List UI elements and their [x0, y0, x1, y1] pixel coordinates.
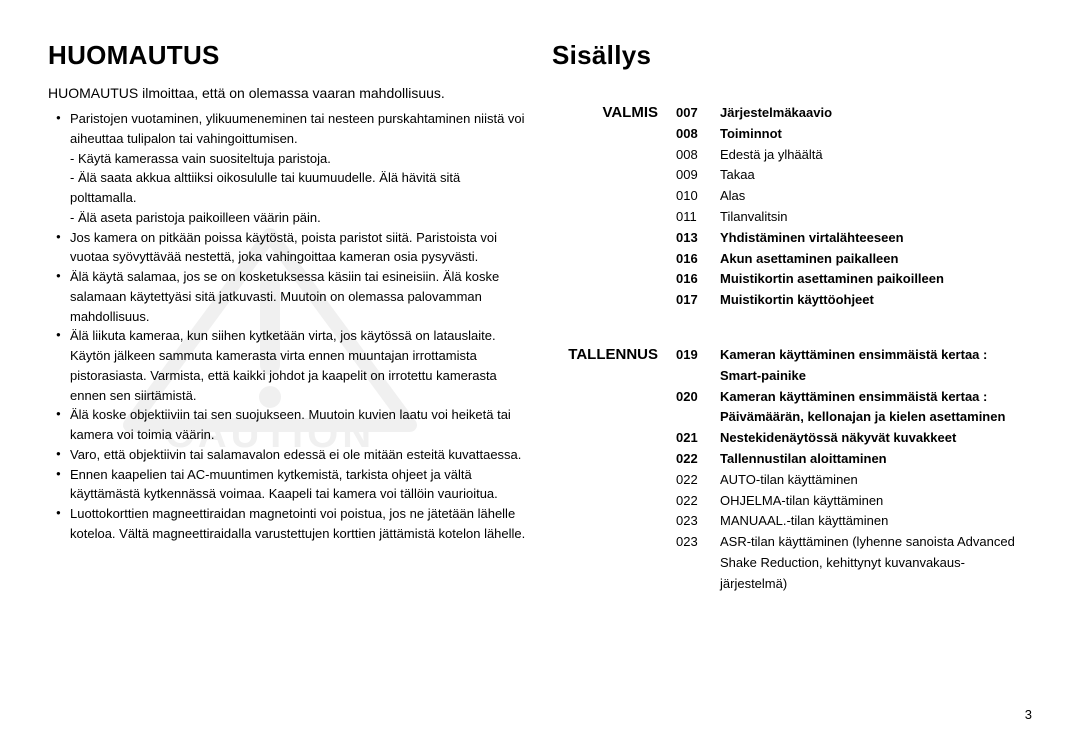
toc-page-number: 016	[676, 269, 720, 290]
toc-title: Yhdistäminen virtalähteeseen	[720, 228, 1032, 249]
table-of-contents: VALMIS007Järjestelmäkaavio008Toiminnot00…	[552, 103, 1032, 595]
toc-row: 013Yhdistäminen virtalähteeseen	[676, 228, 1032, 249]
caution-item: Jos kamera on pitkään poissa käytöstä, p…	[48, 228, 528, 268]
toc-page-number: 020	[676, 387, 720, 429]
caution-item-sub: - Älä saata akkua alttiiksi oikosululle …	[70, 168, 528, 208]
toc-items: 007Järjestelmäkaavio008Toiminnot008Edest…	[676, 103, 1032, 311]
toc-page-number: 011	[676, 207, 720, 228]
caution-item-text: Paristojen vuotaminen, ylikuumeneminen t…	[70, 111, 525, 146]
toc-row: 022AUTO-tilan käyttäminen	[676, 470, 1032, 491]
toc-title: Kameran käyttäminen ensimmäistä kertaa :…	[720, 387, 1032, 429]
toc-page-number: 017	[676, 290, 720, 311]
toc-title: ASR-tilan käyttäminen (lyhenne sanoista …	[720, 532, 1032, 594]
toc-title: Takaa	[720, 165, 1032, 186]
toc-page-number: 008	[676, 145, 720, 166]
toc-title: Edestä ja ylhäältä	[720, 145, 1032, 166]
toc-row: 020Kameran käyttäminen ensimmäistä kerta…	[676, 387, 1032, 429]
caution-item: Luottokorttien magneettiraidan magnetoin…	[48, 504, 528, 544]
toc-items: 019Kameran käyttäminen ensimmäistä kerta…	[676, 345, 1032, 595]
toc-title: Toiminnot	[720, 124, 1032, 145]
toc-title: Kameran käyttäminen ensimmäistä kertaa :…	[720, 345, 1032, 387]
toc-row: 017Muistikortin käyttöohjeet	[676, 290, 1032, 311]
caution-list: Paristojen vuotaminen, ylikuumeneminen t…	[48, 109, 528, 544]
toc-row: 023ASR-tilan käyttäminen (lyhenne sanois…	[676, 532, 1032, 594]
toc-row: 023MANUAAL.-tilan käyttäminen	[676, 511, 1032, 532]
caution-item-text: Varo, että objektiivin tai salamavalon e…	[70, 447, 521, 462]
caution-item: Älä liikuta kameraa, kun siihen kytketää…	[48, 326, 528, 405]
caution-item-sub: - Älä aseta paristoja paikoilleen väärin…	[70, 208, 528, 228]
toc-page-number: 022	[676, 491, 720, 512]
caution-item: Paristojen vuotaminen, ylikuumeneminen t…	[48, 109, 528, 228]
toc-page-number: 010	[676, 186, 720, 207]
toc-page-number: 022	[676, 449, 720, 470]
toc-page-number: 009	[676, 165, 720, 186]
toc-section: TALLENNUS019Kameran käyttäminen ensimmäi…	[552, 345, 1032, 595]
toc-title: Tilanvalitsin	[720, 207, 1032, 228]
toc-page-number: 022	[676, 470, 720, 491]
toc-page-number: 016	[676, 249, 720, 270]
toc-page-number: 023	[676, 532, 720, 594]
toc-row: 009Takaa	[676, 165, 1032, 186]
caution-item-text: Älä koske objektiiviin tai sen suojuksee…	[70, 407, 511, 442]
two-column-layout: HUOMAUTUS HUOMAUTUS ilmoittaa, että on o…	[48, 40, 1032, 595]
toc-section-label: TALLENNUS	[552, 345, 676, 595]
toc-title: Akun asettaminen paikalleen	[720, 249, 1032, 270]
toc-section: VALMIS007Järjestelmäkaavio008Toiminnot00…	[552, 103, 1032, 311]
toc-row: 011Tilanvalitsin	[676, 207, 1032, 228]
caution-item-text: Jos kamera on pitkään poissa käytöstä, p…	[70, 230, 497, 265]
caution-item-text: Älä liikuta kameraa, kun siihen kytketää…	[70, 328, 497, 402]
left-column: HUOMAUTUS HUOMAUTUS ilmoittaa, että on o…	[48, 40, 528, 595]
toc-row: 008Edestä ja ylhäältä	[676, 145, 1032, 166]
caution-item-text: Luottokorttien magneettiraidan magnetoin…	[70, 506, 525, 541]
toc-title: Järjestelmäkaavio	[720, 103, 1032, 124]
caution-item-sub: - Käytä kamerassa vain suositeltuja pari…	[70, 149, 528, 169]
toc-row: 008Toiminnot	[676, 124, 1032, 145]
toc-page-number: 021	[676, 428, 720, 449]
right-column: Sisällys VALMIS007Järjestelmäkaavio008To…	[552, 40, 1032, 595]
toc-title: OHJELMA-tilan käyttäminen	[720, 491, 1032, 512]
caution-item: Varo, että objektiivin tai salamavalon e…	[48, 445, 528, 465]
toc-row: 022Tallennustilan aloittaminen	[676, 449, 1032, 470]
toc-row: 016Muistikortin asettaminen paikoilleen	[676, 269, 1032, 290]
caution-item: Älä koske objektiiviin tai sen suojuksee…	[48, 405, 528, 445]
toc-title: Tallennustilan aloittaminen	[720, 449, 1032, 470]
toc-title: Muistikortin asettaminen paikoilleen	[720, 269, 1032, 290]
caution-item: Älä käytä salamaa, jos se on kosketukses…	[48, 267, 528, 326]
toc-title: AUTO-tilan käyttäminen	[720, 470, 1032, 491]
toc-row: 007Järjestelmäkaavio	[676, 103, 1032, 124]
toc-title: MANUAAL.-tilan käyttäminen	[720, 511, 1032, 532]
page-number: 3	[1025, 707, 1032, 722]
toc-title: Muistikortin käyttöohjeet	[720, 290, 1032, 311]
toc-page-number: 023	[676, 511, 720, 532]
caution-item-text: Älä käytä salamaa, jos se on kosketukses…	[70, 269, 499, 324]
toc-row: 019Kameran käyttäminen ensimmäistä kerta…	[676, 345, 1032, 387]
manual-page: CAUTION HUOMAUTUS HUOMAUTUS ilmoittaa, e…	[0, 0, 1080, 746]
toc-row: 021Nestekidenäytössä näkyvät kuvakkeet	[676, 428, 1032, 449]
toc-page-number: 013	[676, 228, 720, 249]
caution-item-text: Ennen kaapelien tai AC-muuntimen kytkemi…	[70, 467, 498, 502]
caution-item: Ennen kaapelien tai AC-muuntimen kytkemi…	[48, 465, 528, 505]
toc-page-number: 019	[676, 345, 720, 387]
toc-page-number: 007	[676, 103, 720, 124]
toc-title: Alas	[720, 186, 1032, 207]
toc-page-number: 008	[676, 124, 720, 145]
toc-row: 010Alas	[676, 186, 1032, 207]
toc-row: 022OHJELMA-tilan käyttäminen	[676, 491, 1032, 512]
right-heading: Sisällys	[552, 40, 1032, 71]
left-heading: HUOMAUTUS	[48, 40, 528, 71]
toc-row: 016Akun asettaminen paikalleen	[676, 249, 1032, 270]
intro-text: HUOMAUTUS ilmoittaa, että on olemassa va…	[48, 85, 528, 101]
toc-section-label: VALMIS	[552, 103, 676, 311]
toc-title: Nestekidenäytössä näkyvät kuvakkeet	[720, 428, 1032, 449]
